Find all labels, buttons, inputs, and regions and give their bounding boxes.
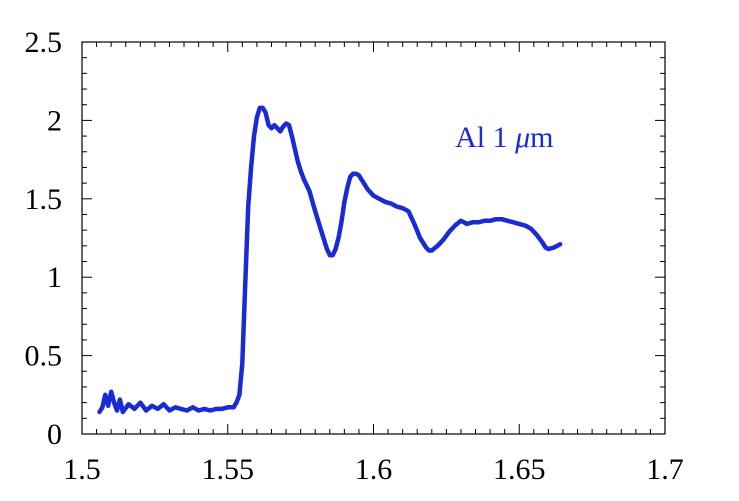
x-tick-label: 1.5 (63, 453, 101, 486)
y-axis-tick-labels: 0 0.5 1 1.5 2 2.5 (25, 26, 63, 451)
x-tick-label: 1.7 (646, 453, 684, 486)
data-series-line (97, 105, 563, 415)
y-tick-label: 2 (47, 104, 62, 137)
x-tick-label: 1.65 (493, 453, 546, 486)
y-tick-label: 0.5 (25, 340, 63, 373)
annotation-prefix: Al 1 (455, 121, 515, 154)
x-tick-label: 1.55 (202, 453, 255, 486)
y-tick-label: 1.5 (25, 183, 63, 216)
sample-annotation: Al 1 μm (455, 121, 553, 154)
x-tick-label: 1.6 (355, 453, 393, 486)
annotation-mu-symbol: μ (514, 121, 530, 154)
x-axis-tick-labels: 1.5 1.55 1.6 1.65 1.7 (63, 453, 684, 486)
y-tick-label: 1 (47, 261, 62, 294)
plot-frame (81, 41, 666, 435)
annotation-suffix: m (530, 121, 553, 154)
axis-ticks (81, 41, 666, 435)
y-tick-label: 0 (47, 418, 62, 451)
y-tick-label: 2.5 (25, 26, 63, 59)
